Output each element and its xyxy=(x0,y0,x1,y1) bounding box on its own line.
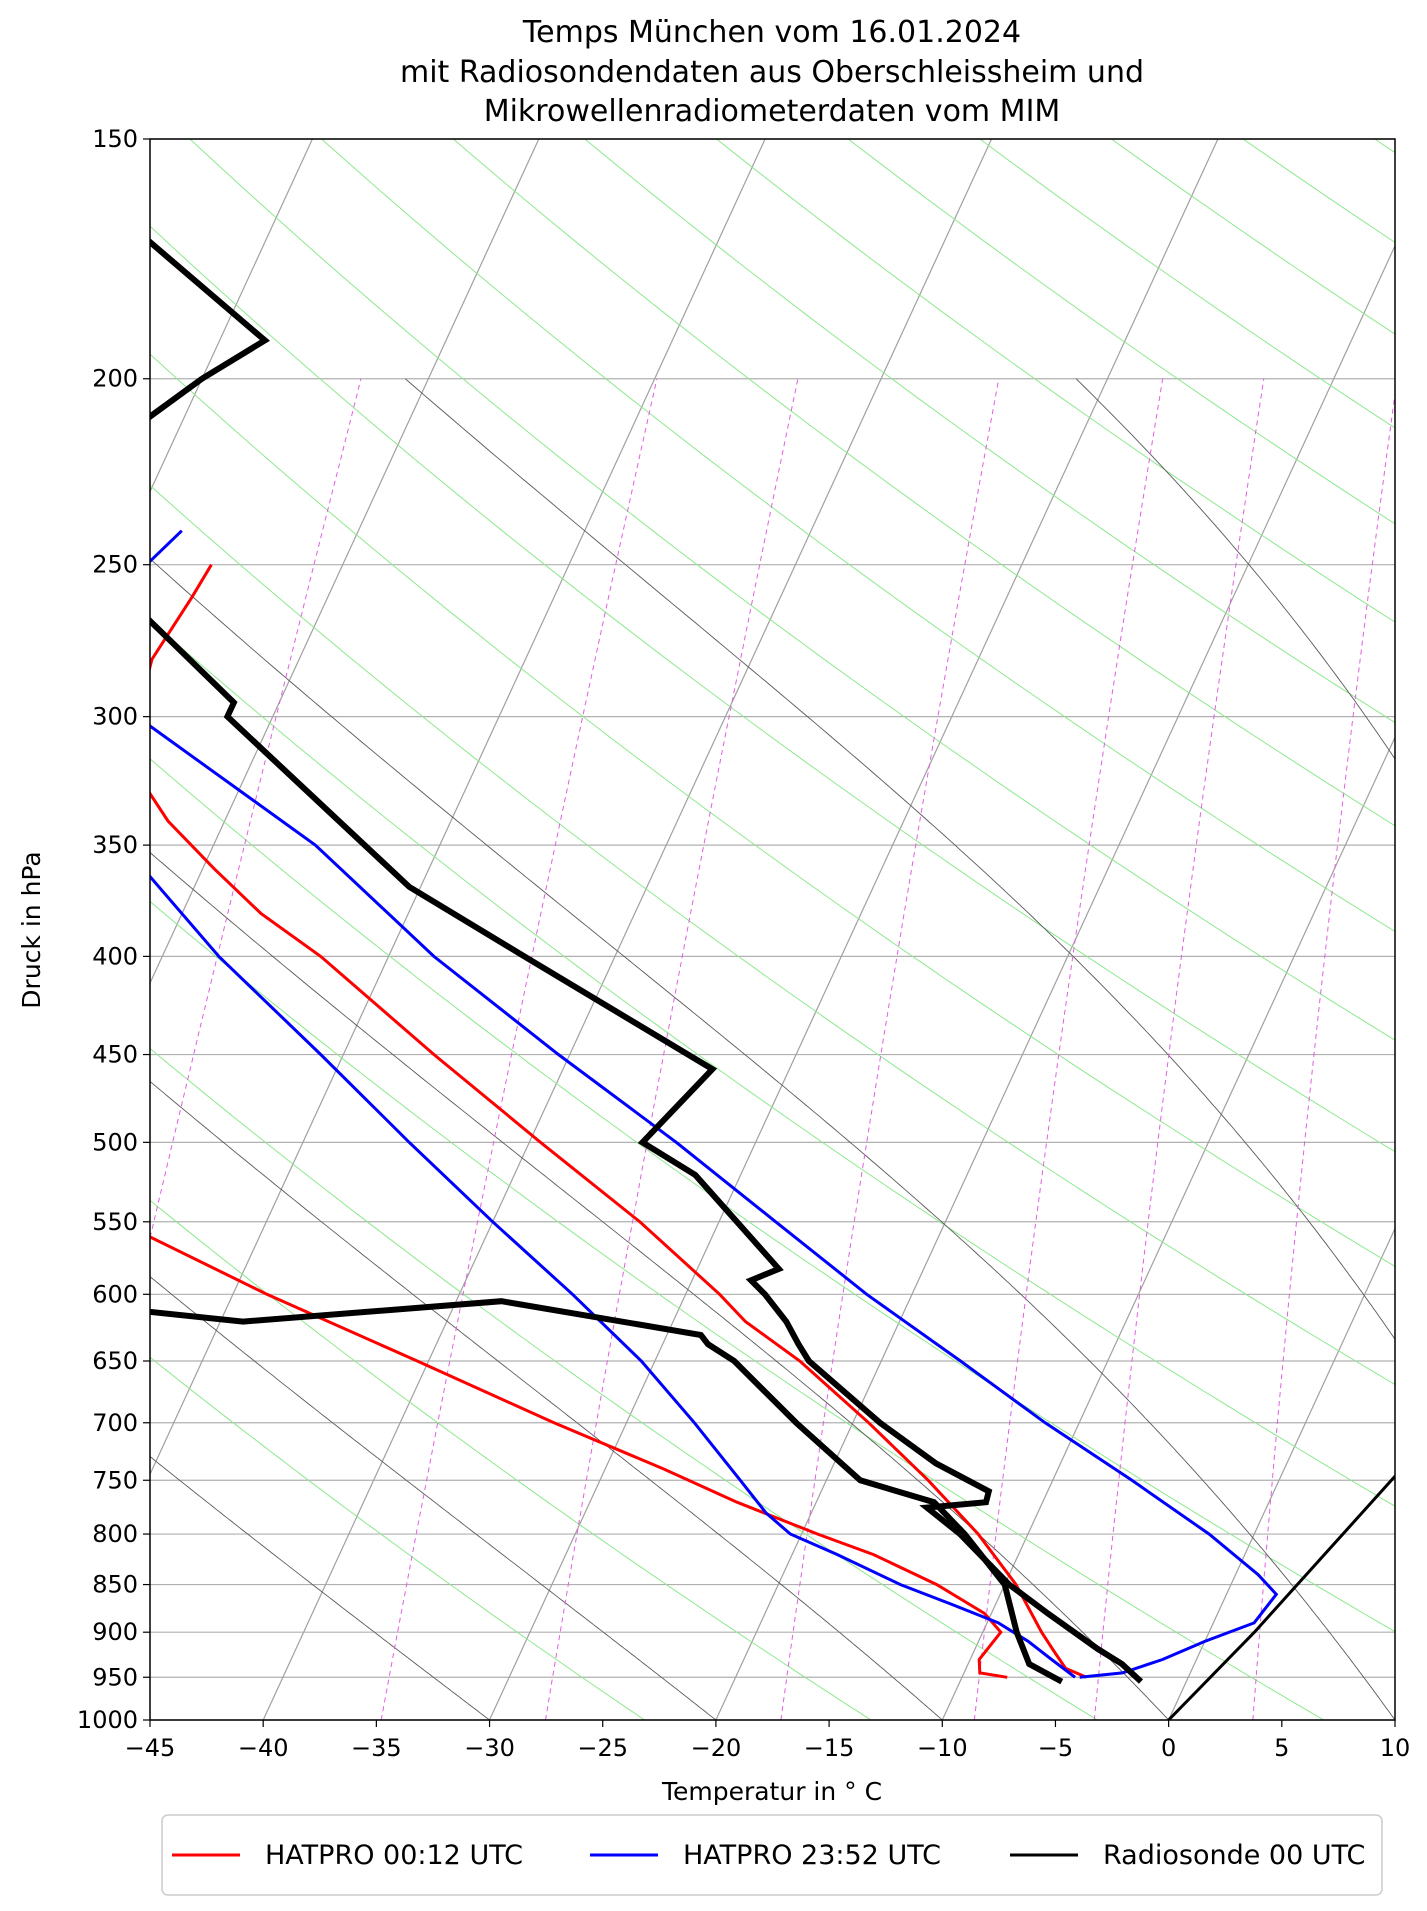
x-tick-label: −15 xyxy=(804,1734,855,1762)
y-axis-label: Druck in hPa xyxy=(17,851,46,1008)
x-tick-label: 10 xyxy=(1380,1734,1411,1762)
x-tick-label: −25 xyxy=(577,1734,628,1762)
x-tick-label: −30 xyxy=(464,1734,515,1762)
y-tick-label: 650 xyxy=(92,1347,138,1375)
x-tick-label: 5 xyxy=(1274,1734,1289,1762)
y-tick-label: 1000 xyxy=(77,1706,138,1734)
y-tick-label: 400 xyxy=(92,942,138,970)
x-tick-label: −35 xyxy=(351,1734,402,1762)
chart-title-line-3: Mikrowellenradiometerdaten vom MIM xyxy=(484,94,1061,129)
y-tick-label: 900 xyxy=(92,1618,138,1646)
x-tick-label: −10 xyxy=(917,1734,968,1762)
y-tick-label: 150 xyxy=(92,125,138,153)
y-tick-label: 700 xyxy=(92,1409,138,1437)
chart-title-line-1: Temps München vom 16.01.2024 xyxy=(522,15,1021,50)
y-tick-label: 300 xyxy=(92,703,138,731)
legend-label-radiosonde: Radiosonde 00 UTC xyxy=(1103,1840,1365,1871)
y-tick-label: 350 xyxy=(92,831,138,859)
y-tick-label: 200 xyxy=(92,365,138,393)
y-tick-label: 450 xyxy=(92,1041,138,1069)
chart-title-line-2: mit Radiosondendaten aus Oberschleisshei… xyxy=(400,55,1144,90)
legend-label-hatpro-2352: HATPRO 23:52 UTC xyxy=(683,1840,941,1871)
y-tick-label: 850 xyxy=(92,1571,138,1599)
x-tick-label: −45 xyxy=(125,1734,176,1762)
y-tick-label: 500 xyxy=(92,1128,138,1156)
y-tick-label: 750 xyxy=(92,1466,138,1494)
x-tick-label: −40 xyxy=(238,1734,289,1762)
x-tick-label: −5 xyxy=(1038,1734,1073,1762)
x-axis-label: Temperatur in ° C xyxy=(661,1777,882,1806)
legend: HATPRO 00:12 UTC HATPRO 23:52 UTC Radios… xyxy=(162,1815,1382,1895)
x-tick-label: −20 xyxy=(691,1734,742,1762)
y-tick-label: 600 xyxy=(92,1280,138,1308)
y-tick-label: 250 xyxy=(92,551,138,579)
y-tick-label: 550 xyxy=(92,1208,138,1236)
x-tick-label: 0 xyxy=(1161,1734,1176,1762)
y-tick-label: 800 xyxy=(92,1520,138,1548)
y-tick-label: 950 xyxy=(92,1663,138,1691)
legend-label-hatpro-0012: HATPRO 00:12 UTC xyxy=(265,1840,523,1871)
